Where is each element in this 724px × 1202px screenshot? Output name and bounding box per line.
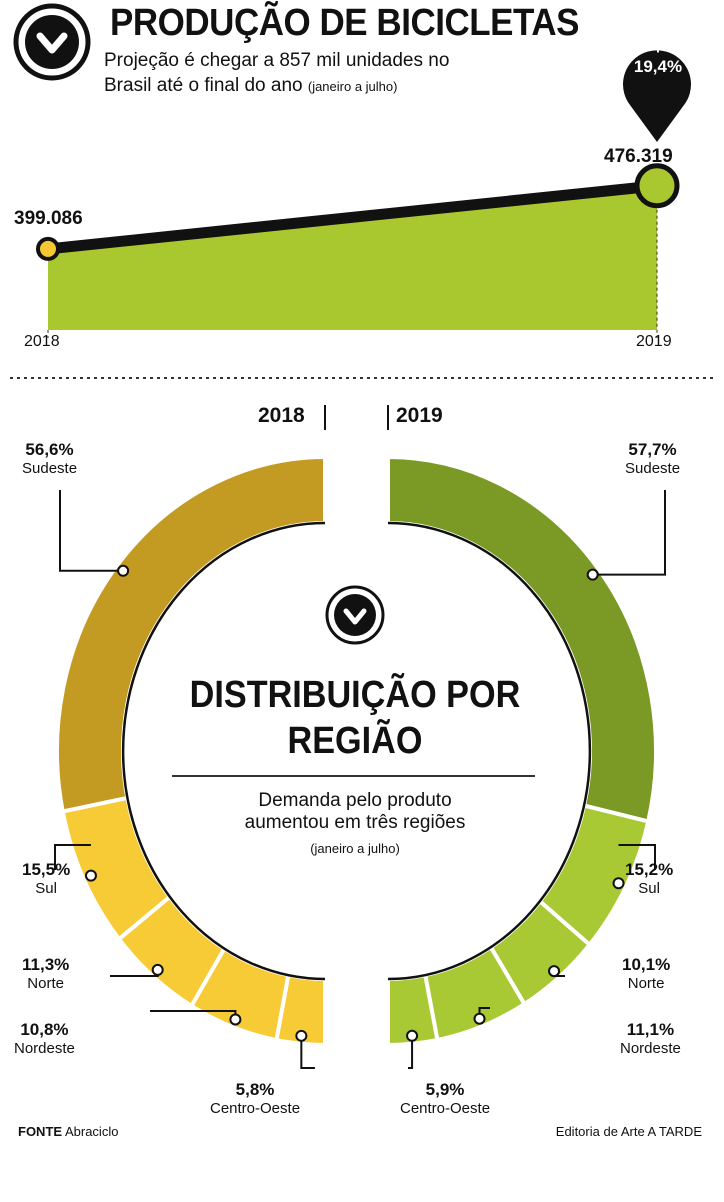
label-2018-nordeste: 10,8% Nordeste [14, 1020, 75, 1057]
page-title: PRODUÇÃO DE BICICLETAS [110, 2, 579, 44]
slice-region: Centro-Oeste [210, 1100, 301, 1117]
marker-2019-sudeste [586, 568, 599, 581]
value-label-2019: 476.319 [604, 146, 673, 167]
slice-region: Nordeste [620, 1040, 681, 1057]
leader-2018-centro-oeste [300, 1035, 315, 1069]
x-tick-2018: 2018 [24, 333, 60, 350]
slice-percent: 5,9% [425, 1080, 465, 1099]
series-line [47, 180, 658, 255]
label-2019-nordeste: 11,1% Nordeste [620, 1020, 681, 1057]
marker-2018-centro-oeste [295, 1029, 308, 1042]
donut-note: (janeiro a julho) [310, 841, 400, 856]
page-subtitle: Projeção é chegar a 857 mil unidades no … [104, 48, 449, 99]
slice-region: Nordeste [14, 1040, 75, 1057]
slice-region: Sul [35, 880, 57, 897]
credit: Editoria de Arte A TARDE [555, 1124, 702, 1139]
subtitle-line2: Brasil até o final do ano [104, 75, 303, 96]
center-logo-icon [325, 585, 385, 645]
growth-badge: + 19,4% [622, 40, 694, 76]
slice-percent: 15,5% [22, 860, 71, 879]
slice-percent: 11,1% [626, 1020, 675, 1039]
marker-2019-sul [612, 877, 625, 890]
label-2018-sul: 15,5% Sul [22, 860, 70, 897]
value-label-2018: 399.086 [14, 208, 83, 229]
donut-year-2018: 2018 [258, 404, 305, 427]
source: FONTE Abraciclo [18, 1124, 118, 1139]
label-2019-sul: 15,2% Sul [625, 860, 673, 897]
point-2018 [36, 236, 60, 261]
source-value: Abraciclo [64, 1124, 119, 1139]
slice-region: Sudeste [22, 460, 78, 477]
growth-pin [622, 50, 691, 142]
label-2019-centro-oeste: 5,9% Centro-Oeste [400, 1080, 490, 1117]
label-2019-norte: 10,1% Norte [622, 955, 670, 992]
marker-2019-centro-oeste [406, 1029, 419, 1042]
leader-lines [54, 490, 666, 1069]
leader-2019-sul [618, 844, 656, 870]
x-tick-2019: 2019 [636, 333, 672, 350]
donut-subtitle: Demanda pelo produto aumentou em três re… [160, 790, 550, 860]
donut-subtitle-line2: aumentou em três regiões [244, 812, 466, 833]
inner-edge-2019 [387, 521, 592, 981]
slice-percent: 56,6% [25, 440, 74, 459]
marker-2018-sul [84, 869, 97, 882]
donut-year-2019: 2019 [396, 404, 443, 427]
label-2018-sudeste: 56,6% Sudeste [22, 440, 77, 477]
marker-2019-nordeste [473, 1012, 486, 1025]
marker-2018-norte [151, 963, 164, 976]
source-label: FONTE [18, 1124, 63, 1139]
growth-value: 19,4% [633, 57, 683, 76]
logo-icon [13, 3, 91, 81]
marker-2018-sudeste [117, 564, 130, 577]
donut-title: DISTRIBUIÇÃO POR REGIÃO [189, 674, 521, 762]
slice-region: Sul [638, 880, 660, 897]
label-2019-sudeste: 57,7% Sudeste [625, 440, 680, 477]
slice-region: Norte [27, 975, 64, 992]
slice-percent: 5,8% [235, 1080, 275, 1099]
growth-sign: + [653, 39, 663, 58]
area-chart [36, 50, 691, 338]
subtitle-note: (janeiro a julho) [307, 79, 398, 94]
subtitle-line1: Projeção é chegar a 857 mil unidades no [104, 50, 450, 71]
slice-region: Sudeste [625, 460, 681, 477]
slice-region: Norte [627, 975, 665, 992]
leader-2019-centro-oeste [408, 1035, 414, 1069]
leader-2018-sudeste [59, 490, 124, 572]
label-2018-centro-oeste: 5,8% Centro-Oeste [210, 1080, 300, 1117]
marker-2018-nordeste [229, 1013, 242, 1026]
slice-2019-sudeste [386, 454, 658, 824]
area-fill [48, 185, 657, 330]
slice-percent: 57,7% [628, 440, 677, 459]
point-2019 [634, 163, 680, 209]
donut-subtitle-line1: Demanda pelo produto [258, 790, 452, 811]
leader-2019-sudeste [592, 490, 666, 576]
leader-2018-sul [54, 844, 91, 870]
slice-percent: 11,3% [22, 955, 70, 974]
donut-chart [55, 454, 658, 1048]
slice-percent: 10,1% [622, 955, 671, 974]
slice-percent: 10,8% [20, 1020, 69, 1039]
label-2018-norte: 11,3% Norte [22, 955, 69, 992]
slice-percent: 15,2% [625, 860, 674, 879]
slice-region: Centro-Oeste [400, 1100, 491, 1117]
inner-edge-2018 [121, 521, 326, 981]
marker-2019-norte [548, 965, 561, 978]
